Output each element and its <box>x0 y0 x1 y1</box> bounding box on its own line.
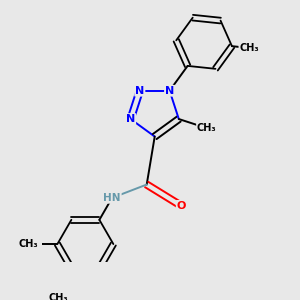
Text: HN: HN <box>103 193 121 203</box>
Text: O: O <box>177 201 186 211</box>
Text: CH₃: CH₃ <box>18 239 38 249</box>
Text: CH₃: CH₃ <box>197 123 217 133</box>
Text: N: N <box>135 86 144 96</box>
Text: CH₃: CH₃ <box>48 293 68 300</box>
Text: N: N <box>126 114 135 124</box>
Text: CH₃: CH₃ <box>239 43 259 53</box>
Text: N: N <box>165 86 174 96</box>
